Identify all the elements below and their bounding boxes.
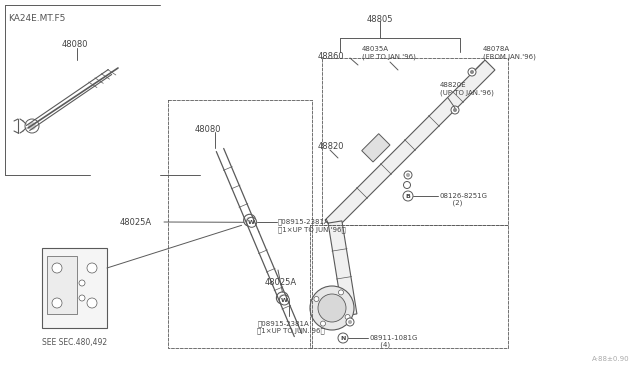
Circle shape [339,290,344,295]
Circle shape [403,191,413,201]
Circle shape [406,173,410,177]
Text: ら08915-2381A
（1×UP TO JUN.'96）: ら08915-2381A （1×UP TO JUN.'96） [278,218,346,232]
Circle shape [468,68,476,76]
Circle shape [348,320,352,324]
Circle shape [453,108,457,112]
Circle shape [25,119,39,133]
Circle shape [404,171,412,179]
Text: N: N [340,336,346,340]
Circle shape [310,286,354,330]
Text: 48820E
(UP TO JAN.'96): 48820E (UP TO JAN.'96) [440,82,494,96]
Text: 48080: 48080 [62,40,88,49]
Text: 48820: 48820 [318,142,344,151]
Text: ら08915-2381A
（1×UP TO JUN.'96）: ら08915-2381A （1×UP TO JUN.'96） [257,320,325,334]
Circle shape [346,318,354,326]
Circle shape [470,70,474,74]
Text: W: W [281,298,288,302]
Circle shape [318,294,346,322]
Text: B: B [406,193,410,199]
Circle shape [79,295,85,301]
Text: 48860: 48860 [318,52,344,61]
Circle shape [52,298,62,308]
Circle shape [246,217,257,227]
Text: 08911-1081G
     (4): 08911-1081G (4) [369,335,417,349]
Text: SEE SEC.480,492: SEE SEC.480,492 [42,338,107,347]
Bar [47,256,77,314]
Circle shape [87,298,97,308]
Polygon shape [325,60,495,230]
Text: 48080: 48080 [195,125,221,134]
Polygon shape [328,221,357,316]
Circle shape [246,217,253,224]
Text: 48805: 48805 [367,15,393,24]
Circle shape [314,296,319,301]
Text: 08126-8251G
      (2): 08126-8251G (2) [439,193,487,206]
Text: W: W [248,220,255,225]
Circle shape [451,106,459,114]
Text: 48025A: 48025A [120,218,152,227]
Text: KA24E.MT.F5: KA24E.MT.F5 [8,14,65,23]
Circle shape [345,314,350,320]
Text: 48078A
(FROM JAN.'96): 48078A (FROM JAN.'96) [483,46,536,60]
Circle shape [279,295,286,301]
Circle shape [338,333,348,343]
Text: 48035A
(UP TO JAN.'96): 48035A (UP TO JAN.'96) [362,46,416,60]
Circle shape [28,122,36,130]
Text: 48025A: 48025A [265,278,297,287]
Circle shape [280,295,289,305]
Text: A·88±0.90: A·88±0.90 [593,356,630,362]
Circle shape [87,263,97,273]
Circle shape [244,214,255,226]
Circle shape [79,280,85,286]
Circle shape [321,321,326,326]
Circle shape [403,182,410,189]
FancyBboxPatch shape [42,248,107,328]
Circle shape [276,292,289,304]
Bar [362,134,390,162]
Circle shape [52,263,62,273]
